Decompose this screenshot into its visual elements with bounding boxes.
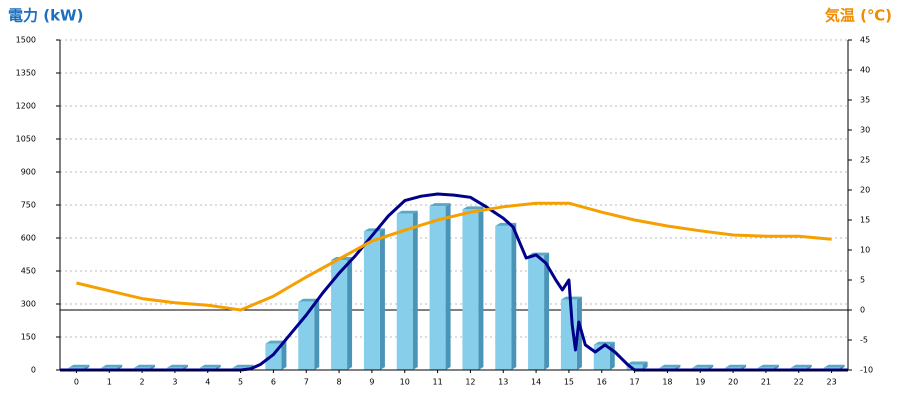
y-tick-label: 750 [21, 201, 36, 210]
bar-top [199, 364, 221, 368]
x-tick-label: 6 [271, 378, 276, 387]
x-tick-label: 11 [432, 378, 442, 387]
bar [462, 209, 479, 370]
y2-axis-title: 気温 (℃) [825, 7, 892, 25]
bar-top [232, 364, 254, 368]
bar-side [412, 210, 418, 370]
y2-tick-label: -10 [860, 366, 873, 375]
bar [298, 301, 315, 370]
y-tick-label: 450 [21, 267, 36, 276]
y2-tick-label: 10 [860, 246, 870, 255]
y-tick-label: 1050 [16, 135, 36, 144]
bar-top [363, 228, 385, 232]
y2-tick-label: 5 [860, 276, 865, 285]
bar-side [347, 257, 353, 370]
bar-side [544, 252, 550, 370]
x-tick-label: 9 [369, 378, 374, 387]
x-tick-label: 15 [564, 378, 574, 387]
y2-tick-label: -5 [860, 336, 868, 345]
y-axis-title: 電力 (kW) [8, 7, 83, 25]
bar [495, 225, 512, 370]
y2-tick-label: 15 [860, 216, 870, 225]
bar [363, 231, 380, 370]
bar-top [659, 364, 681, 368]
y-tick-label: 1350 [16, 69, 36, 78]
bar-top [396, 210, 418, 214]
bar-side [445, 203, 451, 370]
bar-top [298, 298, 320, 302]
line [60, 192, 848, 372]
bar-top [462, 206, 484, 210]
x-tick-label: 7 [304, 378, 309, 387]
x-tick-label: 19 [695, 378, 705, 387]
x-tick-label: 21 [761, 378, 771, 387]
x-tick-label: 23 [826, 378, 836, 387]
x-tick-label: 13 [498, 378, 508, 387]
x-tick-label: 18 [662, 378, 672, 387]
bar-top [757, 364, 779, 368]
y-tick-label: 300 [21, 300, 36, 309]
y-tick-label: 900 [21, 168, 36, 177]
x-tick-label: 12 [465, 378, 475, 387]
x-tick-label: 0 [74, 378, 79, 387]
bar [331, 260, 348, 370]
bar [429, 206, 446, 370]
x-tick-label: 8 [337, 378, 342, 387]
x-tick-label: 3 [172, 378, 177, 387]
y2-tick-label: 35 [860, 96, 870, 105]
bar [396, 213, 413, 370]
bar-top [725, 364, 747, 368]
y-tick-label: 150 [21, 333, 36, 342]
bar-top [823, 364, 845, 368]
x-tick-label: 5 [238, 378, 243, 387]
bar-side [642, 361, 648, 370]
x-tick-label: 20 [728, 378, 738, 387]
y-tick-label: 1500 [16, 36, 36, 45]
line [76, 201, 832, 312]
bar-side [511, 222, 517, 370]
bar-side [609, 341, 615, 370]
bar-side [314, 298, 320, 370]
x-tick-label: 22 [794, 378, 804, 387]
x-tick-label: 14 [531, 378, 541, 387]
x-tick-label: 1 [107, 378, 112, 387]
bar-top [593, 341, 615, 345]
bar-side [379, 228, 385, 370]
y2-tick-label: 20 [860, 186, 870, 195]
x-tick-label: 10 [400, 378, 410, 387]
x-tick-label: 2 [140, 378, 145, 387]
x-tick-label: 4 [205, 378, 210, 387]
bar-top [626, 361, 648, 365]
y-tick-label: 0 [31, 366, 36, 375]
y2-tick-label: 40 [860, 66, 870, 75]
bar-side [576, 296, 582, 370]
y2-tick-label: 0 [860, 306, 865, 315]
y-tick-label: 1200 [16, 102, 36, 111]
bar-top [101, 364, 123, 368]
bar-top [790, 364, 812, 368]
y-tick-label: 600 [21, 234, 36, 243]
bar-top [68, 364, 90, 368]
bar-side [281, 340, 287, 370]
bar-top [692, 364, 714, 368]
x-tick-label: 16 [597, 378, 607, 387]
bar-top [166, 364, 188, 368]
x-tick-label: 17 [629, 378, 639, 387]
bar-top [429, 203, 451, 207]
bar [626, 364, 643, 370]
y2-tick-label: 25 [860, 156, 870, 165]
y2-tick-label: 45 [860, 36, 870, 45]
bar-top [265, 340, 287, 344]
y2-tick-label: 30 [860, 126, 870, 135]
bar [528, 255, 545, 370]
bar-top [134, 364, 156, 368]
bar-side [478, 206, 484, 370]
